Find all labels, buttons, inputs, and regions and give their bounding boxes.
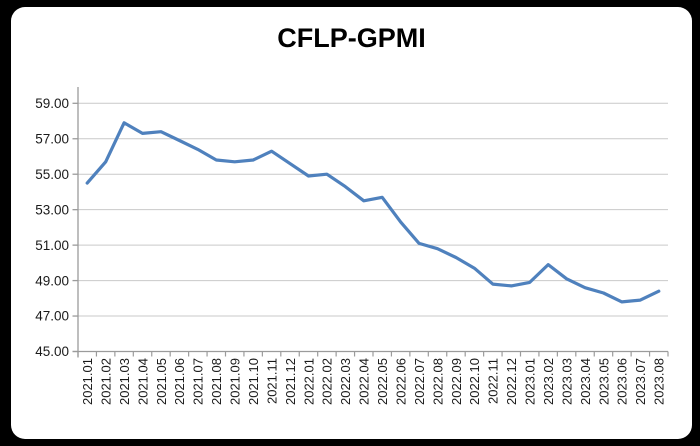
x-axis-tick-label: 2023.04	[578, 358, 593, 405]
y-axis-tick-label: 51.00	[35, 238, 69, 253]
data-series	[85, 121, 661, 304]
x-axis-tick-label: 2021.01	[80, 358, 95, 405]
x-axis-tick-label: 2022.12	[504, 358, 519, 405]
x-axis-tick-label: 2022.01	[301, 358, 316, 405]
x-axis-tick-label: 2021.03	[117, 358, 132, 405]
y-axis-tick-label: 59.00	[35, 96, 69, 111]
x-axis-tick-label: 2023.05	[596, 358, 611, 405]
y-axis-tick-label: 53.00	[35, 202, 69, 217]
x-axis-tick-label: 2023.03	[559, 358, 574, 405]
x-axis-labels: 2021.01 2021.02 2021.03 2021.04 2021.05 2021.…	[80, 358, 667, 405]
y-axis-tick-label: 57.00	[35, 131, 69, 146]
x-axis-tick-label: 2022.10	[467, 358, 482, 405]
x-axis-tick-label: 2021.11	[264, 358, 279, 404]
x-axis	[72, 350, 669, 357]
x-axis-tick-label: 2022.04	[357, 358, 372, 405]
chart-title: CFLP-GPMI	[277, 23, 426, 53]
x-axis-tick-label: 2023.08	[652, 358, 667, 405]
series-line	[85, 121, 661, 304]
x-axis-tick-label: 2022.07	[412, 358, 427, 405]
x-axis-tick-label: 2022.02	[320, 358, 335, 405]
y-axis-tick-label: 49.00	[35, 273, 69, 288]
x-axis-tick-label: 2022.05	[375, 358, 390, 405]
x-axis-tick-label: 2021.06	[172, 358, 187, 405]
line-chart: 59.00 57.00 55.00 53.00 51.00 49.00 47.00 45.00…	[35, 87, 669, 405]
x-axis-tick-label: 2023.01	[523, 358, 538, 405]
x-axis-tick-label: 2021.02	[98, 358, 113, 405]
chart-gridlines	[78, 102, 668, 352]
x-axis-tick-label: 2021.09	[228, 358, 243, 405]
y-axis-tick-label: 55.00	[35, 167, 69, 182]
y-axis-tick-label: 45.00	[35, 344, 69, 359]
x-axis-tick-label: 2021.12	[283, 358, 298, 405]
x-axis-tick-label: 2022.03	[338, 358, 353, 405]
y-axis-labels: 59.00 57.00 55.00 53.00 51.00 49.00 47.00 45.00	[35, 96, 69, 359]
x-axis-tick-label: 2021.08	[209, 358, 224, 405]
chart-card: CFLP-GPMI 59.00 57.00 55.00 53.00 51.00 49.00…	[11, 7, 692, 439]
x-axis-tick-label: 2023.07	[633, 358, 648, 405]
x-axis-tick-label: 2021.10	[246, 358, 261, 405]
y-axis	[72, 87, 79, 358]
x-axis-tick-label: 2022.09	[449, 358, 464, 405]
y-axis-tick-label: 47.00	[35, 309, 69, 324]
x-axis-tick-label: 2022.06	[393, 358, 408, 405]
x-axis-tick-label: 2021.04	[135, 358, 150, 405]
x-axis-tick-label: 2021.07	[191, 358, 206, 405]
x-axis-tick-label: 2023.02	[541, 358, 556, 405]
x-axis-tick-label: 2021.05	[154, 358, 169, 405]
x-axis-tick-label: 2022.11	[486, 358, 501, 404]
x-axis-tick-label: 2023.06	[615, 358, 630, 405]
x-axis-tick-label: 2022.08	[430, 358, 445, 405]
